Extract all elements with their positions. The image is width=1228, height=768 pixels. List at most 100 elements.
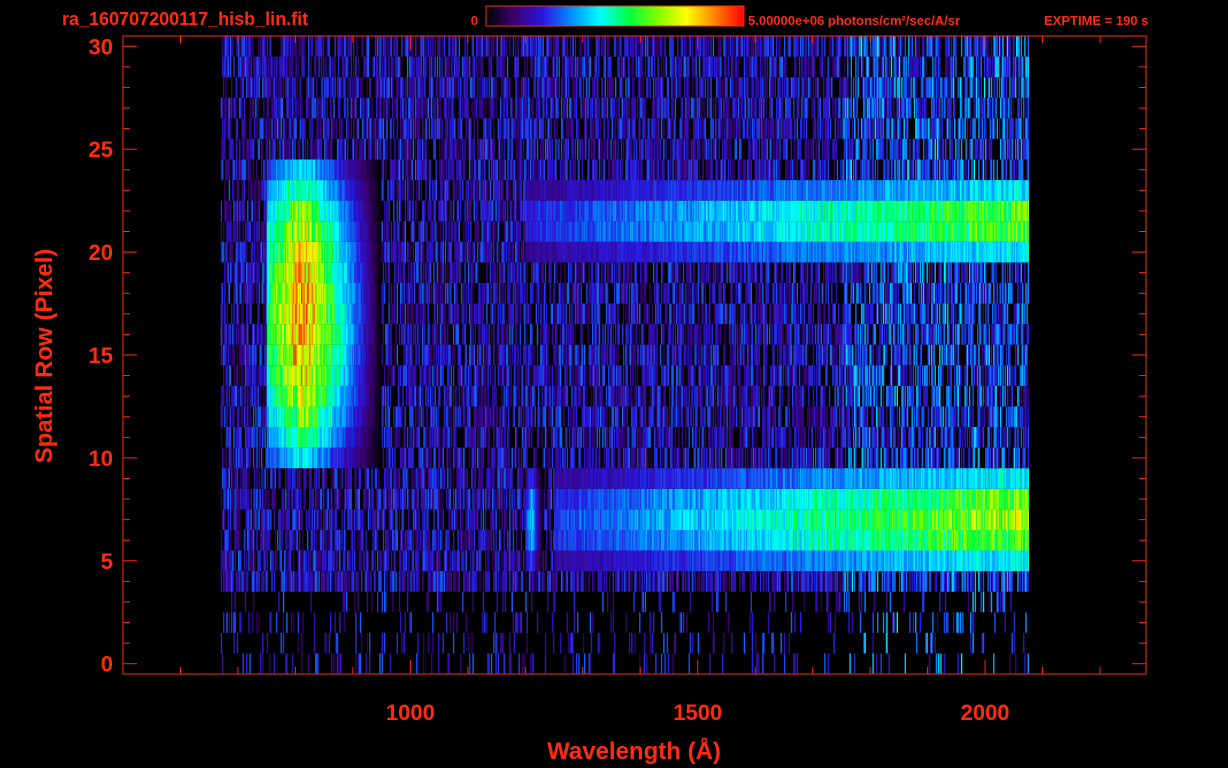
heatmap-cell <box>628 427 631 448</box>
heatmap-cell <box>823 529 825 551</box>
heatmap-cell <box>941 488 943 510</box>
heatmap-cell <box>986 447 988 469</box>
heatmap-cell <box>932 550 934 572</box>
heatmap-cell <box>246 571 248 592</box>
heatmap-cell <box>852 488 855 510</box>
heatmap-cell <box>387 550 389 572</box>
heatmap-cell <box>719 509 721 530</box>
heatmap-cell <box>356 447 358 469</box>
heatmap-cell <box>769 591 771 613</box>
heatmap-cell <box>924 468 926 489</box>
heatmap-cell <box>941 529 943 551</box>
heatmap-cell <box>797 468 800 489</box>
heatmap-cell <box>432 571 434 592</box>
heatmap-cell <box>824 529 826 551</box>
heatmap-cell <box>618 447 620 469</box>
heatmap-cell <box>488 571 490 592</box>
heatmap-cell <box>581 550 583 572</box>
heatmap-cell <box>775 488 778 510</box>
heatmap-cell <box>223 447 225 469</box>
heatmap-cell <box>297 509 300 530</box>
heatmap-cell <box>1002 447 1004 469</box>
heatmap-cell <box>852 468 855 489</box>
heatmap-cell <box>689 632 692 654</box>
heatmap-cell <box>942 550 944 572</box>
heatmap-cell <box>774 447 777 469</box>
heatmap-cell <box>987 550 989 572</box>
heatmap-cell <box>716 509 718 530</box>
heatmap-cell <box>855 529 857 551</box>
heatmap-cell <box>409 427 411 448</box>
heatmap-cell <box>280 550 282 572</box>
heatmap-cell <box>609 427 611 448</box>
heatmap-cell <box>462 488 464 510</box>
heatmap-cell <box>747 509 749 530</box>
heatmap-cell <box>828 550 831 572</box>
heatmap-cell <box>660 612 663 633</box>
heatmap-cell <box>849 550 851 572</box>
heatmap-cell <box>319 509 321 530</box>
heatmap-cell <box>560 427 563 448</box>
heatmap-cell <box>737 550 740 572</box>
heatmap-cell <box>828 427 831 448</box>
heatmap-cell <box>657 488 659 510</box>
heatmap-cell <box>863 427 865 448</box>
heatmap-cell <box>309 468 311 489</box>
heatmap-cell <box>452 571 455 592</box>
heatmap-cell <box>878 550 880 572</box>
heatmap-cell <box>717 529 719 551</box>
heatmap-cell <box>962 468 964 489</box>
heatmap-cell <box>235 571 237 592</box>
heatmap-cell <box>858 488 860 510</box>
heatmap-cell <box>872 529 874 551</box>
heatmap-cell <box>366 488 369 510</box>
heatmap-cell <box>748 488 750 510</box>
heatmap-cell <box>654 488 656 510</box>
heatmap-cell <box>890 468 893 489</box>
heatmap-cell <box>696 529 698 551</box>
heatmap-cell <box>935 653 938 674</box>
heatmap-cell <box>315 488 317 510</box>
heatmap-cell <box>583 468 586 489</box>
heatmap-cell <box>331 571 333 592</box>
heatmap-cell <box>636 571 639 592</box>
heatmap-cell <box>877 488 879 510</box>
heatmap-cell <box>818 447 820 469</box>
heatmap-cell <box>913 447 916 469</box>
heatmap-cell <box>890 529 893 551</box>
heatmap-cell <box>988 550 990 572</box>
heatmap-cell <box>1023 488 1025 510</box>
heatmap-cell <box>827 427 829 448</box>
heatmap-cell <box>477 447 479 469</box>
heatmap-cell <box>700 550 702 572</box>
heatmap-cell <box>313 509 316 530</box>
heatmap-cell <box>724 509 726 530</box>
heatmap-cell <box>427 632 429 654</box>
heatmap-cell <box>588 468 590 489</box>
heatmap-cell <box>252 509 255 530</box>
heatmap-cell <box>1001 447 1003 469</box>
heatmap-cell <box>846 529 848 551</box>
heatmap-cell <box>549 571 551 592</box>
heatmap-cell <box>739 509 741 530</box>
heatmap-cell <box>896 529 898 551</box>
heatmap-cell <box>426 447 428 469</box>
heatmap-cell <box>979 529 981 551</box>
heatmap-cell <box>829 612 832 633</box>
heatmap-cell <box>640 468 642 489</box>
heatmap-cell <box>887 529 889 551</box>
heatmap-cell <box>600 529 602 551</box>
heatmap-cell <box>912 612 915 633</box>
heatmap-cell <box>843 550 846 572</box>
heatmap-cell <box>694 468 696 489</box>
heatmap-cell <box>527 427 529 448</box>
heatmap-cell <box>272 427 274 448</box>
heatmap-cell <box>517 468 519 489</box>
heatmap-cell <box>465 529 467 551</box>
heatmap-cell <box>592 571 594 592</box>
heatmap-cell <box>783 509 786 530</box>
heatmap-cell <box>427 550 429 572</box>
heatmap-cell <box>416 653 418 674</box>
heatmap-cell <box>320 427 323 448</box>
heatmap-cell <box>1027 468 1029 489</box>
